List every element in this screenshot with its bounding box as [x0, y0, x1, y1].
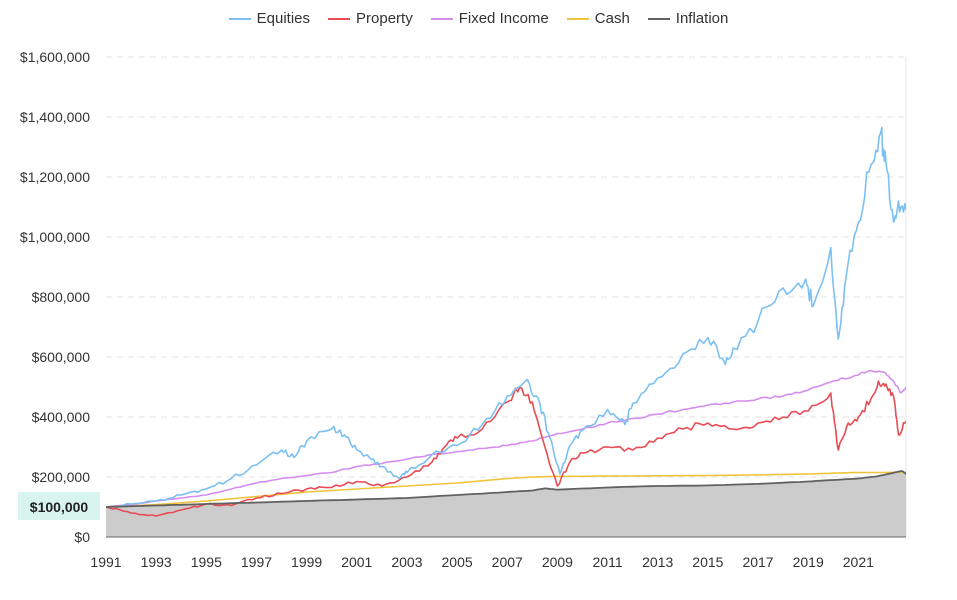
x-tick-label: 2011 [593, 554, 623, 570]
legend-label: Inflation [675, 10, 729, 27]
legend-swatch [228, 17, 251, 20]
legend-label: Property [356, 10, 413, 27]
x-tick-label: 1991 [90, 554, 121, 570]
y-tick-label: $400,000 [32, 409, 91, 425]
x-tick-label: 2017 [742, 554, 773, 570]
inflation-area [106, 471, 906, 537]
highlight-badge [18, 492, 100, 520]
y-tick-label: $200,000 [32, 469, 91, 485]
y-tick-label: $1,000,000 [20, 229, 90, 245]
y-tick-label: $1,600,000 [20, 49, 90, 65]
series-line-property [106, 380, 906, 517]
chart-legend: Equities Property Fixed Income Cash Inflatio… [0, 10, 957, 27]
series-lines [106, 126, 906, 517]
legend-swatch [647, 17, 670, 20]
x-tick-label: 1995 [191, 554, 222, 570]
grid-lines [106, 56, 907, 537]
x-tick-label: 1999 [291, 554, 322, 570]
x-tick-label: 2013 [642, 554, 673, 570]
legend-item-property: Property [328, 10, 413, 27]
x-tick-label: 2001 [341, 554, 372, 570]
inflation-area-fill [106, 471, 906, 537]
legend-item-equities: Equities [228, 10, 311, 27]
y-tick-label: $800,000 [32, 289, 91, 305]
series-line-equities [106, 126, 906, 508]
x-tick-label: 2007 [492, 554, 523, 570]
x-tick-label: 2021 [843, 554, 874, 570]
x-tick-label: 2015 [692, 554, 723, 570]
legend-item-cash: Cash [566, 10, 630, 27]
legend-label: Equities [256, 10, 311, 27]
y-tick-label: $0 [74, 529, 90, 545]
series-line-inflation [106, 470, 906, 508]
y-tick-label: $1,400,000 [20, 109, 90, 125]
x-tick-label: 1997 [241, 554, 272, 570]
x-tick-label: 2003 [391, 554, 422, 570]
x-tick-label: 2019 [793, 554, 824, 570]
series-line-fixed-income [106, 369, 906, 508]
y-tick-label: $600,000 [32, 349, 91, 365]
legend-swatch [566, 17, 589, 20]
legend-item-inflation: Inflation [647, 10, 729, 27]
legend-label: Cash [594, 10, 630, 27]
x-tick-label: 2009 [542, 554, 573, 570]
legend-label: Fixed Income [458, 10, 549, 27]
legend-swatch [430, 17, 453, 20]
y-tick-label: $1,200,000 [20, 169, 90, 185]
legend-swatch [328, 17, 351, 20]
x-tick-label: 1993 [141, 554, 172, 570]
highlight-label: $100,000 [30, 499, 89, 515]
x-tick-label: 2005 [442, 554, 473, 570]
legend-item-fixed-income: Fixed Income [430, 10, 549, 27]
axes: $0 $200,000 $400,000 $600,000 $800,000 $1,000… [18, 49, 906, 570]
